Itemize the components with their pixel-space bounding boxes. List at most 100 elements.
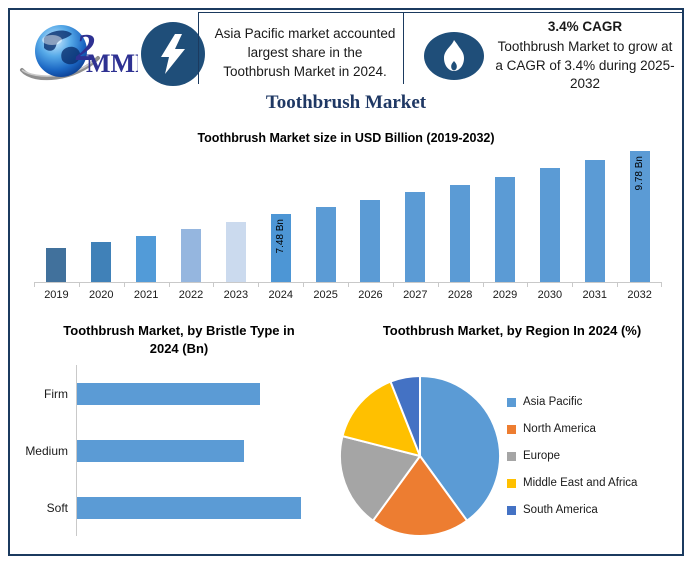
logo-swoosh-numeral: 2 xyxy=(75,27,95,69)
x-axis-cell: 2021 xyxy=(123,283,169,301)
header-highlight: Asia Pacific market accounted largest sh… xyxy=(199,13,404,84)
legend-label: North America xyxy=(523,423,596,435)
bar-2025 xyxy=(315,207,336,282)
x-axis-cell: 2032 xyxy=(617,283,663,301)
mmr-logo: 2 MMR xyxy=(14,14,154,86)
bar-track xyxy=(76,422,344,480)
bristle-row: Medium xyxy=(14,422,344,480)
market-size-x-axis: 2019 2020 2021 2022 2023 2024 2025 2026 2027 2028… xyxy=(34,282,663,301)
axis-tick xyxy=(617,283,619,287)
market-size-chart-title: Toothbrush Market size in USD Billion (2… xyxy=(197,131,495,145)
x-axis-label: 2031 xyxy=(582,289,607,301)
bristle-chart-plot: Firm Medium Soft xyxy=(14,365,344,537)
axis-tick xyxy=(348,283,350,287)
axis-tick xyxy=(392,283,394,287)
x-axis-label: 2024 xyxy=(268,289,293,301)
x-axis-label: 2032 xyxy=(627,289,652,301)
cagr-block: 3.4% CAGR Toothbrush Market to grow at a… xyxy=(404,13,684,91)
x-axis-cell: 2030 xyxy=(527,283,572,301)
bar-2024: 7.48 Bn xyxy=(270,214,291,282)
cagr-description: Toothbrush Market to grow at a CAGR of 3… xyxy=(495,39,675,91)
x-axis-cell: 2023 xyxy=(213,283,258,301)
bristle-row: Soft xyxy=(14,479,344,537)
region-pie-chart: Toothbrush Market, by Region In 2024 (%)… xyxy=(339,322,684,542)
x-axis-label: 2023 xyxy=(223,289,249,301)
legend-label: Middle East and Africa xyxy=(523,477,638,489)
legend-swatch xyxy=(507,505,516,515)
bar-column xyxy=(527,142,572,282)
x-axis-cell: 2026 xyxy=(348,283,393,301)
bar-column xyxy=(348,142,393,282)
legend-item: Europe xyxy=(507,450,637,462)
bar-column xyxy=(572,142,617,282)
legend-swatch xyxy=(507,451,516,461)
bar-2031 xyxy=(584,160,605,282)
bar-2022 xyxy=(181,229,201,282)
bar-track xyxy=(76,365,344,423)
bar-2032: 9.78 Bn xyxy=(629,151,650,282)
region-chart-title: Toothbrush Market, by Region In 2024 (%) xyxy=(382,323,642,338)
lightning-badge xyxy=(141,22,205,86)
bar-column xyxy=(169,142,214,282)
bar-2028 xyxy=(450,185,471,282)
bar-2020 xyxy=(91,242,112,282)
x-axis-label: 2028 xyxy=(447,289,473,301)
legend-item: Middle East and Africa xyxy=(507,477,637,489)
bristle-row: Firm xyxy=(14,365,344,423)
cagr-text-block: 3.4% CAGR Toothbrush Market to grow at a… xyxy=(494,18,680,93)
legend-item: North America xyxy=(507,423,637,435)
bar-column xyxy=(483,142,528,282)
pie-slice-north-america xyxy=(371,455,469,537)
globe-icon: 2 MMR xyxy=(20,25,154,81)
x-axis-cell: 2022 xyxy=(168,283,214,301)
bar-2030 xyxy=(539,168,560,282)
bar-column xyxy=(213,142,258,282)
category-label: Medium xyxy=(25,443,68,458)
x-axis-label: 2027 xyxy=(403,289,428,301)
bar-2021 xyxy=(136,236,157,282)
axis-tick xyxy=(572,283,574,287)
legend-label: Europe xyxy=(523,450,561,462)
axis-tick xyxy=(34,283,35,287)
legend-swatch xyxy=(507,397,516,407)
x-axis-label: 2029 xyxy=(492,289,518,301)
lightning-icon xyxy=(161,34,185,74)
x-axis-cell: 2020 xyxy=(78,283,124,301)
bar-2019 xyxy=(46,248,67,282)
flame-icon xyxy=(444,39,464,71)
axis-tick xyxy=(661,283,663,287)
pie-slice-middle-east-and-africa xyxy=(341,380,421,457)
x-axis-label: 2026 xyxy=(358,289,383,301)
bar-column xyxy=(79,142,124,282)
x-axis-cell: 2024 xyxy=(258,283,303,301)
x-axis-cell: 2029 xyxy=(482,283,528,301)
page-title: Toothbrush Market xyxy=(265,92,427,113)
bar-column xyxy=(124,142,169,282)
axis-tick xyxy=(303,283,305,287)
legend-item: Asia Pacific xyxy=(507,396,637,408)
flame-badge xyxy=(424,31,484,80)
x-axis-cell: 2031 xyxy=(572,283,617,301)
axis-tick xyxy=(213,283,215,287)
x-axis-cell: 2019 xyxy=(34,283,79,301)
axis-tick xyxy=(437,283,439,287)
category-label: Firm xyxy=(44,386,68,401)
x-axis-label: 2022 xyxy=(178,289,204,301)
axis-tick xyxy=(258,283,260,287)
logo-text: MMR xyxy=(86,49,138,78)
category-label: Soft xyxy=(46,500,68,515)
x-axis-cell: 2027 xyxy=(392,283,438,301)
legend-swatch xyxy=(507,478,516,488)
bristle-chart-title: Toothbrush Market, by Bristle Type in 20… xyxy=(63,323,295,356)
pie-slice-asia-pacific xyxy=(419,375,501,522)
bar-2029 xyxy=(495,177,516,282)
x-axis-label: 2030 xyxy=(537,289,563,301)
bar-2023 xyxy=(225,222,246,282)
bar-column xyxy=(393,142,438,282)
bar-column xyxy=(303,142,348,282)
legend-label: Asia Pacific xyxy=(523,396,583,408)
header-box: Asia Pacific market accounted largest sh… xyxy=(198,12,684,91)
bar-column xyxy=(438,142,483,282)
x-axis-label: 2025 xyxy=(313,289,338,301)
bar-soft xyxy=(77,496,301,519)
